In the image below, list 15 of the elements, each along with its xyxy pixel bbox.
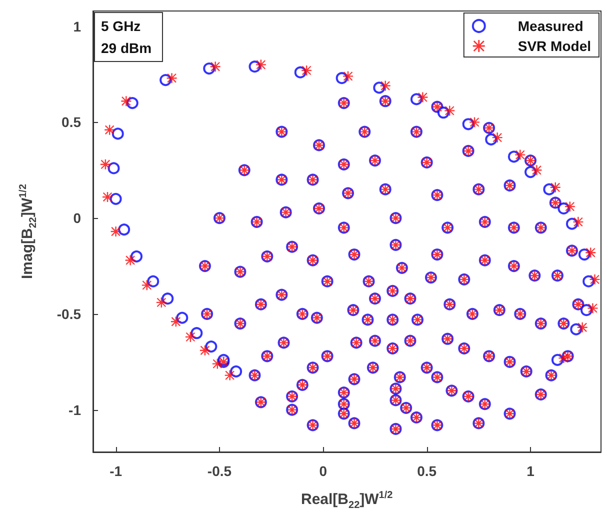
y-tick-label: -1 <box>68 402 82 418</box>
y-tick-label: 0.5 <box>62 114 82 130</box>
y-tick-label: 0 <box>73 210 82 226</box>
x-axis-title: Real[B$_{22}$]W$^{1/2}$ <box>301 490 393 511</box>
y-tick-label: 1 <box>73 18 82 34</box>
annotation: 5 GHz <box>101 17 142 36</box>
x-tick-label: 1 <box>526 463 535 479</box>
legend-label: SVR Model <box>518 38 592 54</box>
y-tick-label: -0.5 <box>56 306 82 322</box>
legend-label: Measured <box>518 18 584 34</box>
x-tick-label: -0.5 <box>207 463 232 479</box>
x-tick-label: 0.5 <box>417 463 437 479</box>
x-tick-label: -1 <box>110 463 122 479</box>
x-tick-label: 0 <box>319 463 328 479</box>
annotation: 29 dBm <box>101 39 152 58</box>
